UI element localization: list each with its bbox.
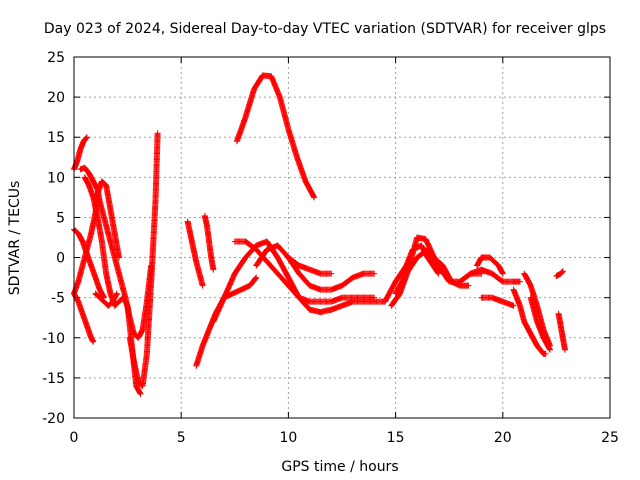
y-axis-label: SDTVAR / TECUs bbox=[7, 181, 23, 296]
series-arc-h bbox=[92, 290, 120, 309]
data-point-markers bbox=[233, 72, 318, 201]
data-point-markers bbox=[71, 290, 97, 345]
y-tick-label: -20 bbox=[42, 411, 65, 427]
series-arc-u bbox=[474, 254, 506, 277]
y-tick-label: 5 bbox=[56, 210, 65, 226]
series-arc-m bbox=[231, 238, 378, 305]
series-arc-i bbox=[184, 218, 206, 289]
series-arc-g bbox=[126, 130, 161, 389]
y-tick-label: 15 bbox=[47, 130, 65, 146]
data-point-markers bbox=[478, 294, 517, 309]
x-tick-label: 10 bbox=[279, 430, 297, 446]
series-arc-y bbox=[527, 294, 553, 353]
series-arc-p bbox=[233, 72, 318, 201]
series-arc-j bbox=[201, 212, 217, 273]
x-tick-label: 20 bbox=[494, 430, 512, 446]
axis-ticks: 0 5 10 15 20 25 -20 -15 -10 -5 0 5 10 15 20 25 bbox=[42, 50, 619, 446]
series-arc-s bbox=[388, 234, 472, 309]
data-point-markers bbox=[126, 130, 161, 389]
y-tick-label: -5 bbox=[51, 291, 65, 307]
series-arc-x bbox=[521, 270, 553, 349]
y-tick-label: 20 bbox=[47, 90, 65, 106]
data-point-markers bbox=[285, 254, 335, 277]
y-tick-label: -15 bbox=[42, 371, 65, 387]
data-point-markers bbox=[467, 266, 523, 285]
series-arc-aa bbox=[555, 310, 568, 353]
data-point-markers bbox=[510, 286, 549, 357]
series-arc-t bbox=[467, 266, 523, 285]
data-point-markers bbox=[527, 294, 553, 353]
series-arc-b bbox=[71, 290, 97, 345]
chart-title: Day 023 of 2024, Sidereal Day-to-day VTE… bbox=[44, 21, 606, 37]
data-series bbox=[71, 72, 568, 397]
grid bbox=[74, 57, 610, 418]
x-tick-label: 15 bbox=[387, 430, 405, 446]
data-point-markers bbox=[388, 234, 472, 309]
data-point-markers bbox=[184, 218, 206, 289]
data-point-markers bbox=[474, 254, 506, 277]
plot-frame bbox=[73, 56, 611, 419]
x-tick-label: 25 bbox=[601, 430, 619, 446]
data-point-markers bbox=[553, 268, 566, 280]
data-point-markers bbox=[210, 238, 388, 325]
data-point-markers bbox=[521, 270, 553, 349]
series-arc-w bbox=[510, 286, 549, 357]
y-tick-label: 25 bbox=[47, 50, 65, 66]
data-point-markers bbox=[231, 238, 378, 305]
data-point-markers bbox=[555, 310, 568, 353]
series-arc-z bbox=[553, 268, 566, 280]
y-tick-label: -10 bbox=[42, 331, 65, 347]
series-arc-l bbox=[210, 238, 388, 325]
series-arc-v bbox=[478, 294, 517, 309]
x-tick-label: 0 bbox=[70, 430, 79, 446]
y-tick-label: 0 bbox=[56, 251, 65, 267]
x-axis-label: GPS time / hours bbox=[281, 459, 398, 475]
data-point-markers bbox=[92, 290, 120, 309]
y-tick-label: 10 bbox=[47, 170, 65, 186]
data-point-markers bbox=[201, 212, 217, 273]
x-tick-label: 5 bbox=[177, 430, 186, 446]
series-arc-o bbox=[285, 254, 335, 277]
